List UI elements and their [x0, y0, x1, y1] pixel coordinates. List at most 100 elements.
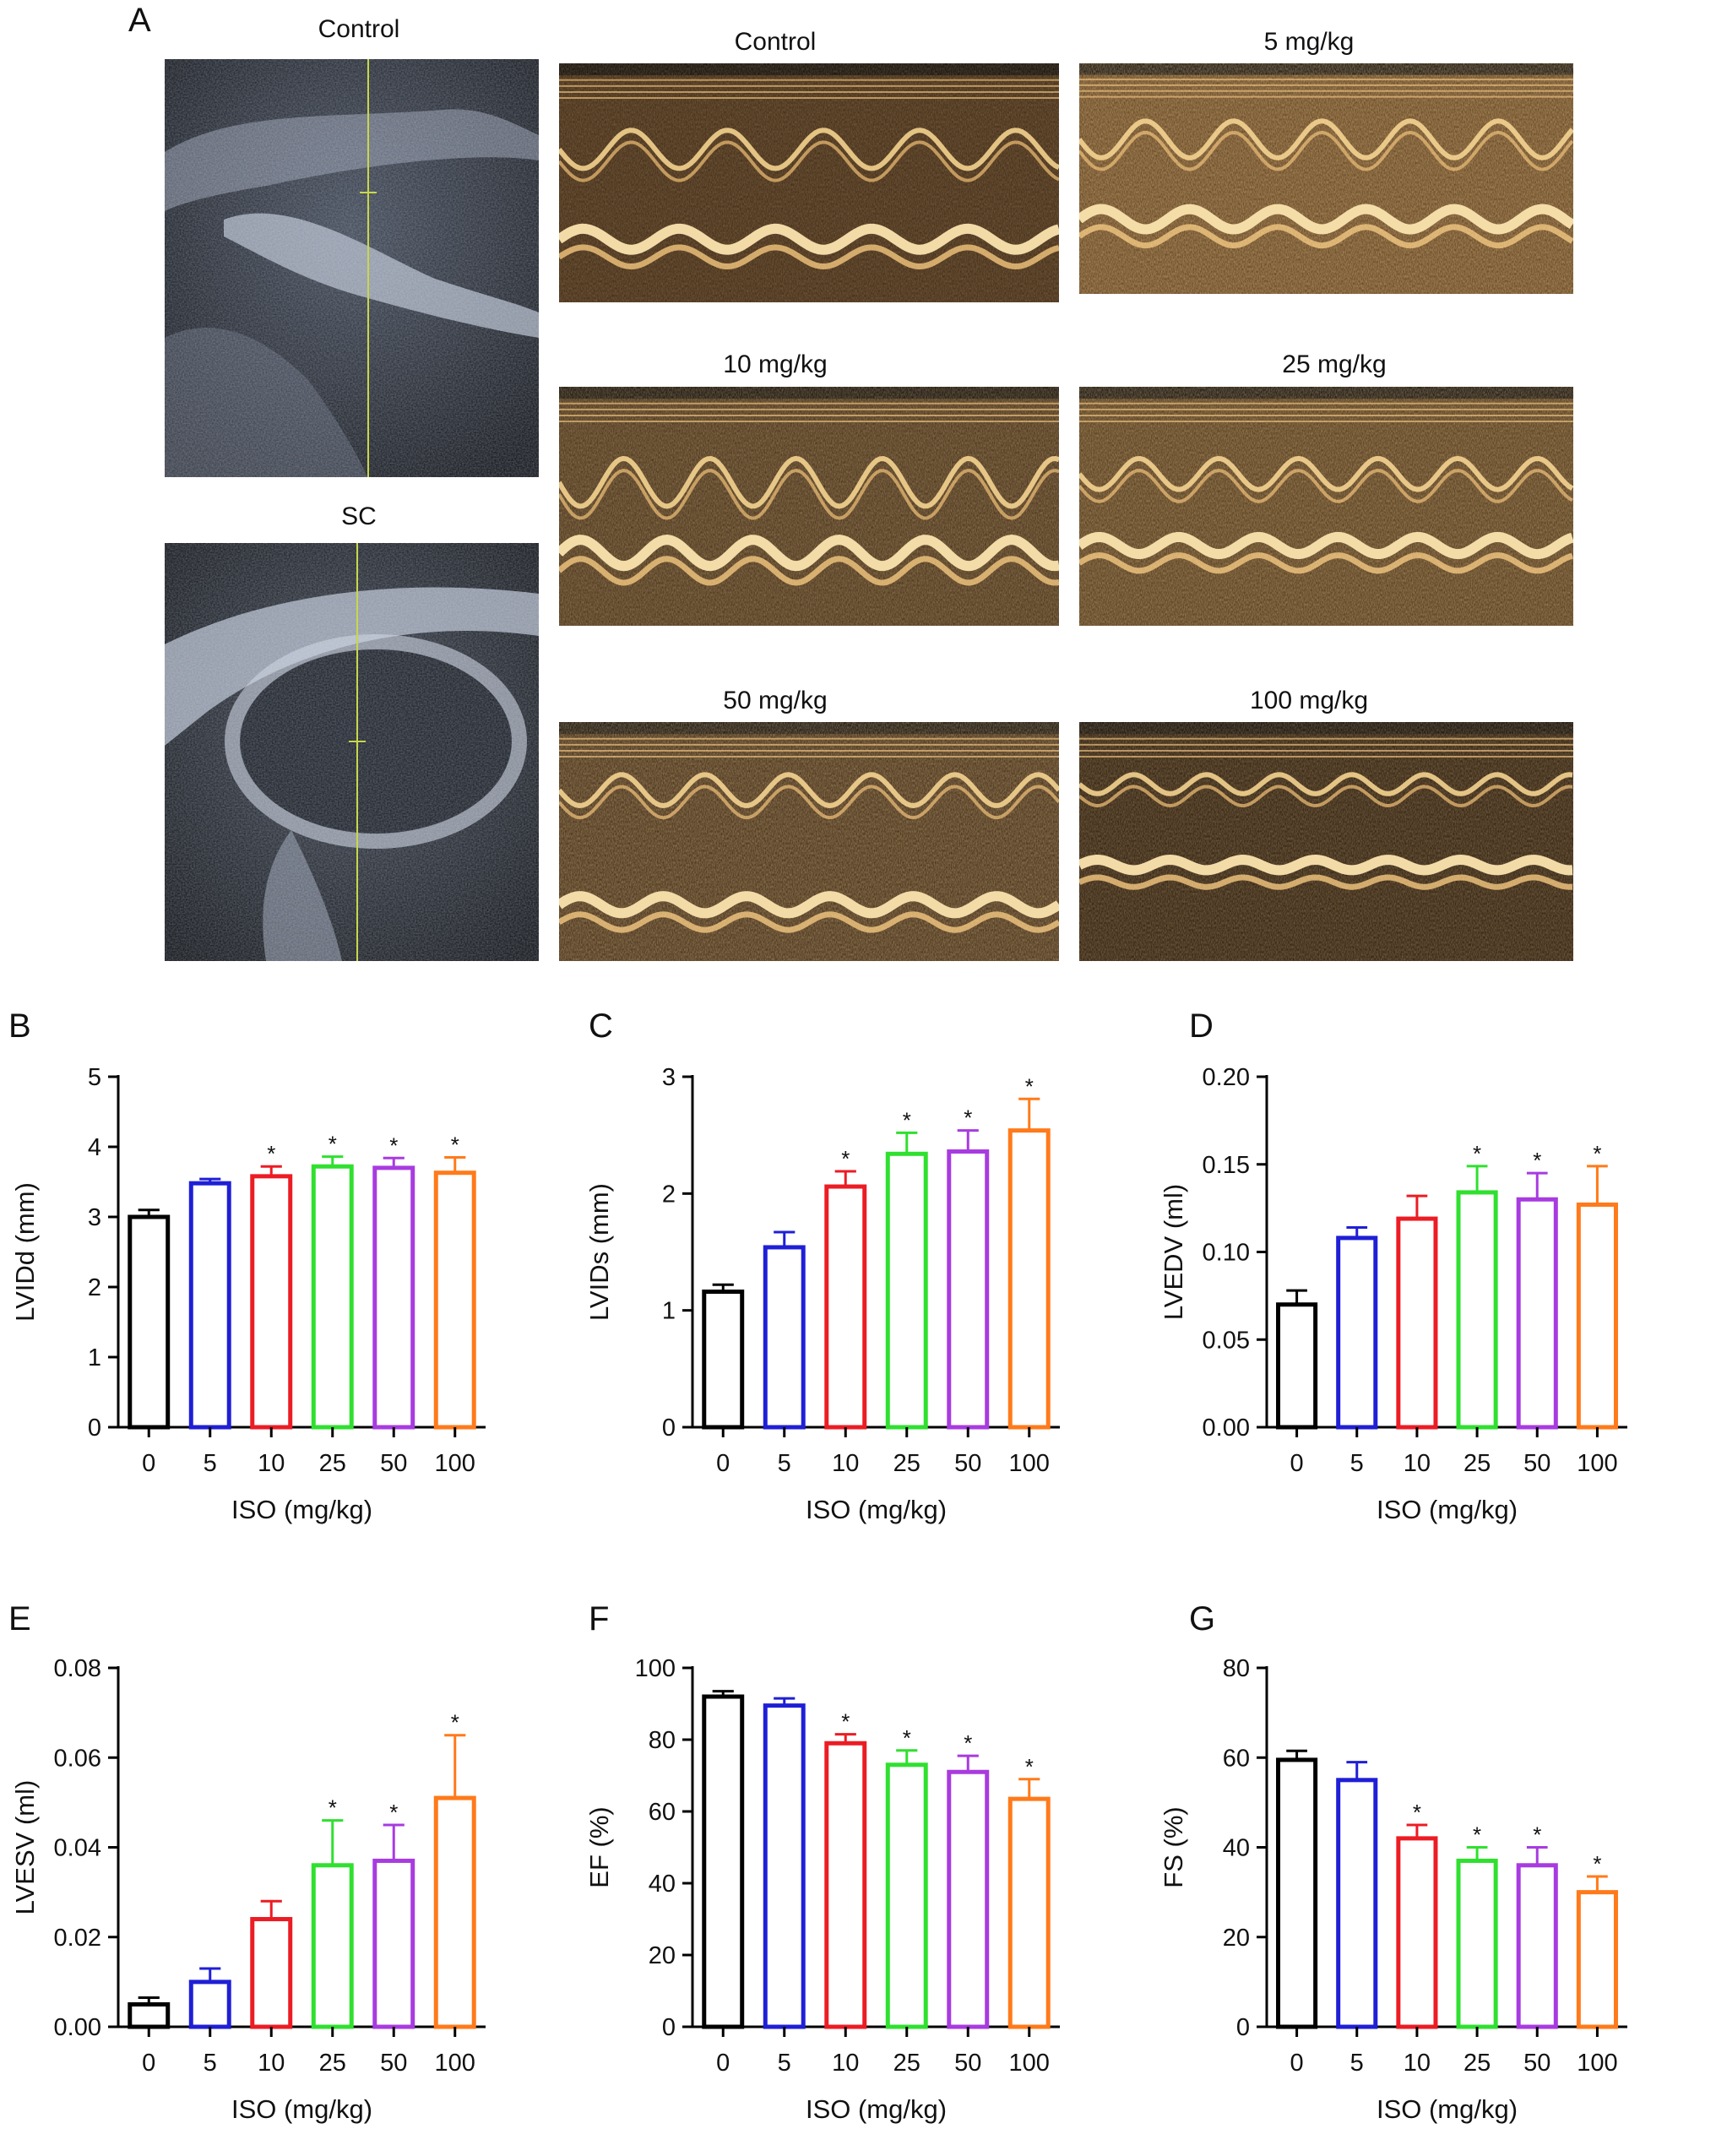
significance-marker: *	[841, 1709, 850, 1735]
bar-5	[1336, 1235, 1378, 1430]
y-tick-label: 40	[1223, 1835, 1250, 1862]
significance-marker: *	[267, 1141, 275, 1166]
mmode-label-50: 50 mg/kg	[723, 687, 828, 714]
bar-25	[1456, 1858, 1498, 2029]
y-tick-label: 20	[649, 1942, 676, 1969]
x-tick-label: 0	[142, 1450, 155, 1477]
x-tick-label: 100	[1577, 2050, 1617, 2077]
x-tick-label: 10	[832, 2050, 859, 2077]
panel-letter-a: A	[128, 2, 151, 39]
bar-10	[1396, 1216, 1438, 1430]
bmode-image-sc	[165, 543, 539, 961]
significance-marker: *	[1025, 1073, 1034, 1099]
chart-c: 0 1 2 3 0 5 * 10 * 25 * 50 * 100 ISO (mg/kg) LVIDs (mm)	[584, 1064, 1060, 1524]
x-tick-label: 25	[893, 1450, 920, 1477]
x-tick-label: 10	[1404, 1450, 1431, 1477]
bmode-image-control	[165, 59, 539, 477]
x-tick-label: 100	[1577, 1450, 1617, 1477]
y-axis-label: LVESV (ml)	[10, 1780, 40, 1915]
y-tick-label: 0.08	[54, 1655, 101, 1682]
bar-100	[1007, 1128, 1051, 1430]
x-tick-label: 100	[1009, 1450, 1050, 1477]
x-tick-label: 0	[716, 1450, 730, 1477]
x-tick-label: 5	[204, 1450, 217, 1477]
y-tick-label: 0.05	[1203, 1327, 1250, 1354]
significance-marker: *	[1593, 1851, 1601, 1876]
y-axis-label: FS (%)	[1159, 1806, 1188, 1887]
y-axis-label: LVEDV (ml)	[1159, 1184, 1188, 1320]
bar-25	[1456, 1190, 1498, 1430]
chart-d: 0.00 0.05 0.10 0.15 0.20 0 5 10 * 25 * 50 * 100 ISO (m…	[1159, 1064, 1627, 1524]
significance-marker: *	[903, 1725, 911, 1751]
bar-25	[311, 1164, 354, 1430]
chart-g: 0 20 40 60 80 0 5 * 10 * 25 * 50 * 100 ISO (mg/kg) FS (%…	[1159, 1655, 1627, 2124]
x-axis-label: ISO (mg/kg)	[806, 1495, 947, 1524]
bar-100	[1576, 1202, 1618, 1430]
x-axis-label: ISO (mg/kg)	[231, 2094, 372, 2124]
bar-10	[250, 1917, 293, 2029]
x-tick-label: 0	[1290, 2050, 1304, 2077]
bar-25	[885, 1762, 928, 2029]
bar-10	[250, 1174, 293, 1430]
x-tick-label: 0	[1290, 1450, 1304, 1477]
x-tick-label: 25	[319, 2050, 346, 2077]
significance-marker: *	[329, 1795, 337, 1821]
x-tick-label: 0	[142, 2050, 155, 2077]
bar-50	[947, 1149, 990, 1430]
y-tick-label: 0.15	[1203, 1152, 1250, 1179]
bar-0	[702, 1694, 745, 2029]
x-tick-label: 10	[1404, 2050, 1431, 2077]
x-tick-label: 100	[435, 2050, 475, 2077]
mmode-label-10: 10 mg/kg	[723, 350, 828, 378]
y-tick-label: 60	[649, 1799, 676, 1826]
x-tick-label: 25	[319, 1450, 346, 1477]
significance-marker: *	[964, 1730, 972, 1756]
bar-10	[824, 1741, 867, 2029]
y-tick-label: 0.00	[54, 2014, 101, 2041]
bar-10	[1396, 1836, 1438, 2029]
x-tick-label: 5	[778, 1450, 791, 1477]
x-tick-label: 50	[954, 1450, 981, 1477]
panel-letter-f: F	[589, 1600, 610, 1637]
mmode-label-control: Control	[734, 28, 817, 56]
significance-marker: *	[1533, 1148, 1541, 1173]
mmode-image-25	[1079, 387, 1573, 626]
chart-f: 0 20 40 60 80 100 0 5 * 10 * 25 * 50 * 100 ISO (mg/kg) EF…	[584, 1655, 1060, 2124]
bar-50	[372, 1858, 415, 2029]
y-tick-label: 80	[649, 1727, 676, 1754]
y-axis-label: LVIDs (mm)	[584, 1183, 614, 1321]
mmode-image-10	[559, 387, 1059, 626]
bmode-label-control: Control	[318, 15, 400, 43]
y-tick-label: 0.04	[54, 1835, 101, 1862]
bar-5	[1336, 1778, 1378, 2029]
y-tick-label: 0	[662, 1415, 676, 1442]
x-tick-label: 5	[204, 2050, 217, 2077]
y-tick-label: 0.02	[54, 1925, 101, 1952]
y-tick-label: 5	[88, 1064, 101, 1091]
y-tick-label: 4	[88, 1134, 101, 1161]
significance-marker: *	[1473, 1141, 1481, 1166]
significance-marker: *	[389, 1132, 398, 1158]
mmode-image-50	[559, 722, 1059, 961]
chart-e: 0.00 0.02 0.04 0.06 0.08 0 5 10 * 25 * 50 * 100 ISO (m…	[10, 1655, 486, 2124]
x-axis-label: ISO (mg/kg)	[231, 1495, 372, 1524]
bar-50	[947, 1769, 990, 2029]
significance-marker: *	[1473, 1822, 1481, 1848]
x-tick-label: 10	[258, 1450, 285, 1477]
significance-marker: *	[389, 1800, 398, 1825]
bar-0	[128, 2001, 171, 2029]
y-tick-label: 20	[1223, 1925, 1250, 1952]
mmode-image-5	[1079, 63, 1573, 294]
y-tick-label: 0.20	[1203, 1064, 1250, 1091]
bar-0	[702, 1290, 745, 1430]
bar-5	[763, 1703, 806, 2029]
mmode-label-5: 5 mg/kg	[1263, 28, 1355, 56]
bar-50	[1516, 1863, 1558, 2029]
x-tick-label: 5	[1350, 2050, 1364, 2077]
bar-50	[372, 1165, 415, 1430]
y-tick-label: 1	[662, 1298, 676, 1325]
y-tick-label: 2	[88, 1274, 101, 1301]
bar-0	[1276, 1302, 1318, 1430]
bar-0	[1276, 1757, 1318, 2029]
